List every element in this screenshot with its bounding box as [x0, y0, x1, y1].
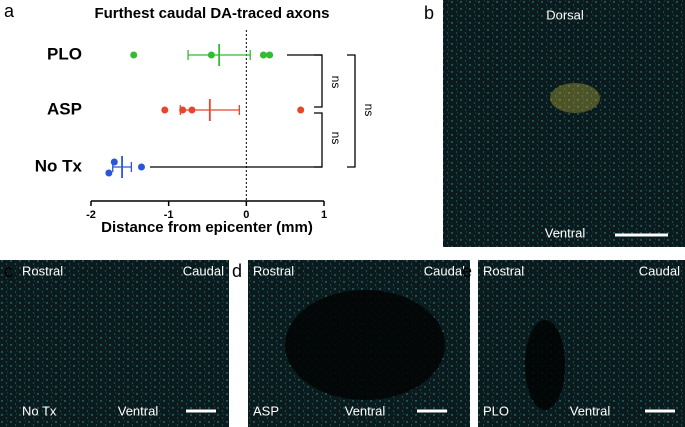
image-e — [478, 260, 685, 427]
yellow-signal — [550, 83, 600, 113]
data-point — [179, 106, 187, 114]
lesion-cavity — [285, 290, 445, 400]
panel-label: d — [232, 261, 242, 281]
y-tick-label: ASP — [47, 99, 82, 118]
significance-label: ns — [329, 132, 343, 145]
image-label: ASP — [253, 403, 279, 418]
image-label: Ventral — [118, 403, 159, 418]
significance-label: ns — [329, 76, 343, 89]
image-label: PLO — [483, 403, 509, 418]
x-tick-label: 1 — [321, 209, 327, 221]
image-label: Rostral — [483, 263, 524, 278]
data-point — [259, 51, 267, 59]
panel-label: a — [4, 1, 15, 21]
bracket — [347, 54, 356, 168]
image-label: Ventral — [570, 403, 611, 418]
panel-label: c — [4, 261, 13, 281]
data-point — [266, 51, 274, 59]
image-label: No Tx — [22, 403, 57, 418]
image-label: Rostral — [22, 263, 63, 278]
panel-label: e — [462, 261, 472, 281]
x-tick-label: -2 — [86, 209, 96, 221]
image-label: Ventral — [545, 225, 586, 240]
y-tick-label: No Tx — [35, 156, 83, 175]
image-label: Ventral — [345, 403, 386, 418]
significance-label: ns — [362, 104, 376, 117]
image-label: Caudal — [424, 263, 465, 278]
data-point — [297, 106, 305, 114]
image-label: Dorsal — [546, 7, 584, 22]
image-label: Caudal — [183, 263, 224, 278]
bracket — [314, 112, 323, 168]
bracket — [314, 54, 323, 108]
data-point — [188, 106, 196, 114]
data-point — [161, 106, 169, 114]
x-axis-label: Distance from epicenter (mm) — [101, 219, 313, 236]
image-b — [443, 0, 685, 247]
data-point — [130, 51, 138, 59]
image-label: Rostral — [253, 263, 294, 278]
x-tick-label: 0 — [243, 209, 249, 221]
data-point — [105, 169, 113, 177]
y-tick-label: PLO — [47, 44, 82, 63]
data-point — [137, 163, 145, 171]
chart-title: Furthest caudal DA-traced axons — [94, 5, 329, 22]
panel-label: b — [424, 3, 434, 23]
x-tick-label: -1 — [164, 209, 174, 221]
lesion-cavity — [525, 320, 565, 410]
image-c — [0, 260, 229, 427]
data-point — [207, 51, 215, 59]
data-point — [110, 158, 118, 166]
image-label: Caudal — [639, 263, 680, 278]
